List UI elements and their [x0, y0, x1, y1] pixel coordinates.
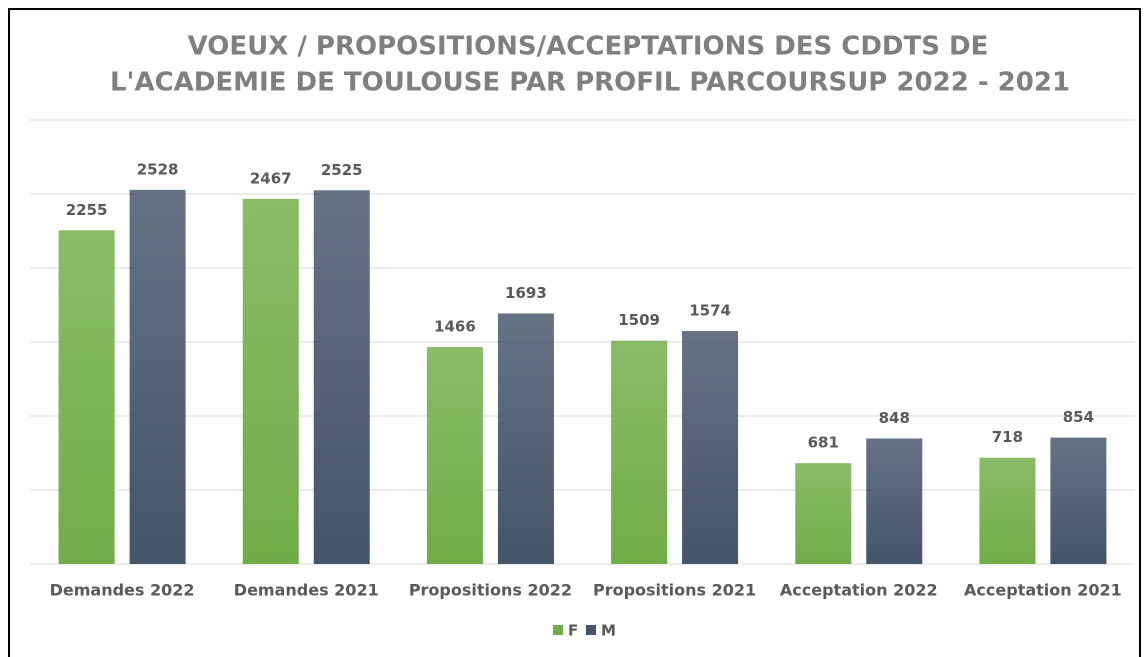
bar — [866, 438, 923, 564]
legend-label: M — [601, 622, 616, 640]
x-tick-label: Propositions 2022 — [409, 581, 572, 600]
bar — [979, 457, 1036, 564]
data-label: 718 — [992, 428, 1023, 446]
x-tick-label: Demandes 2021 — [234, 581, 379, 600]
legend-label: F — [568, 622, 578, 640]
data-label: 2525 — [321, 161, 363, 179]
bar — [611, 340, 668, 564]
bar — [129, 189, 186, 564]
data-label: 854 — [1063, 408, 1094, 426]
data-label: 1574 — [689, 302, 731, 320]
x-tick-label: Propositions 2021 — [593, 581, 756, 600]
bar — [795, 463, 852, 564]
data-label: 1466 — [434, 318, 476, 336]
bar — [497, 313, 554, 564]
chart-title: VOEUX / PROPOSITIONS/ACCEPTATIONS DES CD… — [188, 32, 989, 62]
data-label: 1509 — [618, 311, 660, 329]
data-label: 2528 — [137, 160, 179, 178]
bar — [58, 230, 115, 564]
bar — [242, 198, 299, 564]
bar — [313, 190, 370, 565]
data-label: 1693 — [505, 284, 547, 302]
x-tick-label: Acceptation 2022 — [780, 581, 938, 600]
data-label: 2255 — [66, 201, 108, 219]
data-label: 681 — [808, 434, 839, 452]
bar — [426, 347, 483, 564]
bar — [682, 331, 739, 564]
bar — [1050, 437, 1107, 564]
x-tick-label: Acceptation 2021 — [964, 581, 1122, 600]
data-label: 848 — [879, 409, 910, 427]
x-tick-label: Demandes 2022 — [50, 581, 195, 600]
chart-title: L'ACADEMIE DE TOULOUSE PAR PROFIL PARCOU… — [110, 68, 1070, 98]
legend-swatch — [553, 625, 563, 635]
frame — [8, 8, 1141, 657]
data-label: 2467 — [250, 169, 292, 187]
legend-swatch — [586, 625, 596, 635]
